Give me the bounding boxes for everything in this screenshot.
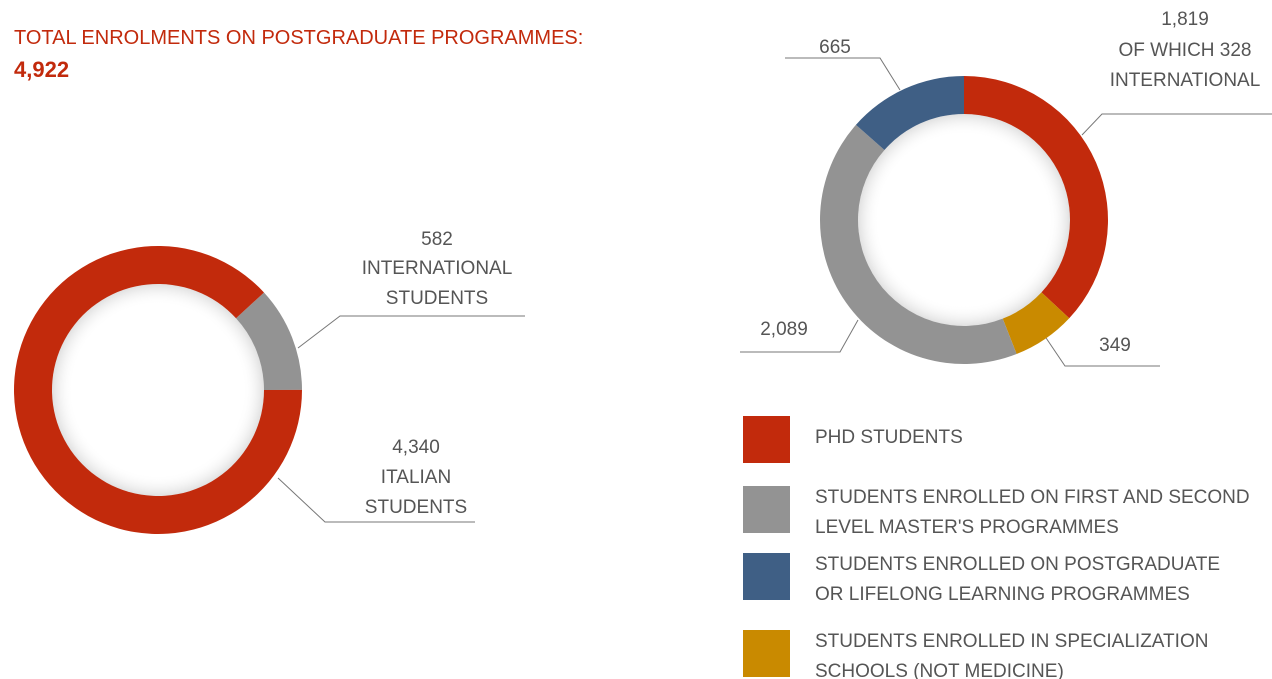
legend-label: STUDENTS ENROLLED ON FIRST AND SECOND LE… (815, 487, 1250, 538)
legend-label: PHD STUDENTS (815, 427, 963, 448)
donut-segment (236, 292, 302, 390)
legend-label: STUDENTS ENROLLED IN SPECIALIZATION SCHO… (815, 631, 1209, 679)
annotation: OF WHICH 328 INTERNATIONAL (1109, 40, 1261, 91)
donut-segment (964, 76, 1108, 319)
value-label: 4,340 (392, 437, 440, 458)
total: 4,922 (14, 57, 70, 82)
donut-shade (52, 284, 264, 496)
leader-line (277, 477, 475, 523)
value-label: 2,089 (760, 319, 808, 340)
leader-line (1081, 113, 1272, 136)
title: TOTAL ENROLMENTS ON POSTGRADUATE PROGRAM… (14, 27, 584, 49)
value-label: 665 (819, 37, 851, 58)
leader-line (740, 319, 859, 353)
value-label: 582 (421, 229, 453, 250)
leader-line (785, 57, 901, 91)
leader-line (1037, 325, 1160, 367)
leader-line (297, 315, 525, 349)
legend-swatch (743, 553, 790, 600)
donut-shade (858, 114, 1070, 326)
category-label: INTERNATIONAL STUDENTS (361, 258, 513, 309)
category-label: ITALIAN STUDENTS (364, 467, 468, 518)
value-label: 1,819 (1161, 9, 1209, 30)
donut-segment (855, 76, 964, 150)
legend-swatch (743, 416, 790, 463)
donut-segment (820, 124, 1017, 364)
value-label: 349 (1099, 335, 1131, 356)
legend-label: STUDENTS ENROLLED ON POSTGRADUATE OR LIF… (815, 554, 1221, 605)
legend-swatch (743, 630, 790, 677)
legend-swatch (743, 486, 790, 533)
donut-segment (1002, 292, 1070, 355)
